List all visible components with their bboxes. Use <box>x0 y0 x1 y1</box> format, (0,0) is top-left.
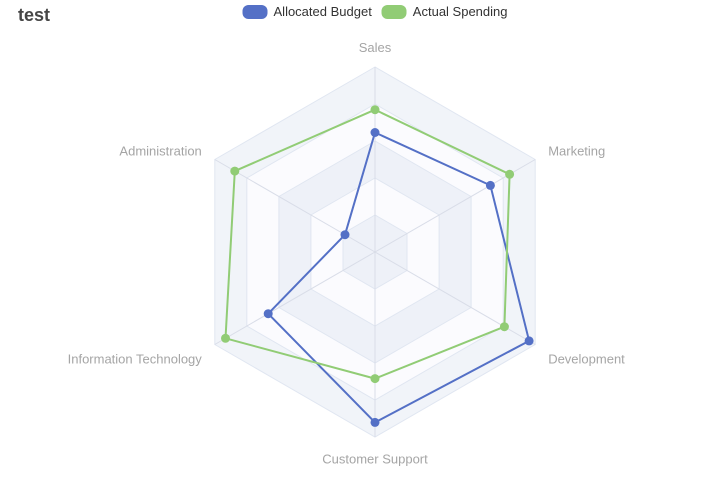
radar-axis-line <box>374 251 536 345</box>
radar-axis-label: Development <box>548 352 625 367</box>
radar-axis-label: Administration <box>119 143 201 158</box>
legend-label-allocated-budget: Allocated Budget <box>273 4 372 19</box>
series-point-0[interactable] <box>370 128 380 137</box>
series-point-1[interactable] <box>370 105 380 115</box>
series-point-0[interactable] <box>263 309 273 319</box>
legend-label-actual-spending: Actual Spending <box>412 4 508 19</box>
legend-marker-allocated-budget <box>242 5 268 19</box>
legend-marker-actual-spending <box>381 5 407 19</box>
legend-item-actual-spending[interactable]: Actual Spending <box>381 4 508 19</box>
series-point-1[interactable] <box>221 333 230 343</box>
series-point-0[interactable] <box>524 336 534 346</box>
series-point-0[interactable] <box>340 230 350 240</box>
radar-axis-label: Sales <box>359 40 392 55</box>
series-point-0[interactable] <box>485 180 495 190</box>
series-point-1[interactable] <box>505 169 515 179</box>
radar-axis-label: Information Technology <box>68 352 203 367</box>
series-point-0[interactable] <box>370 417 380 427</box>
legend: Allocated Budget Actual Spending <box>242 4 508 19</box>
legend-item-allocated-budget[interactable]: Allocated Budget <box>242 4 372 19</box>
radar-axis-label: Marketing <box>548 143 605 158</box>
radar-axis-label: Customer Support <box>322 452 428 467</box>
radar-axis-line <box>214 251 376 345</box>
chart-title: test <box>18 5 51 25</box>
series-point-1[interactable] <box>230 166 240 176</box>
series-point-1[interactable] <box>499 322 509 332</box>
series-point-1[interactable] <box>370 374 380 384</box>
